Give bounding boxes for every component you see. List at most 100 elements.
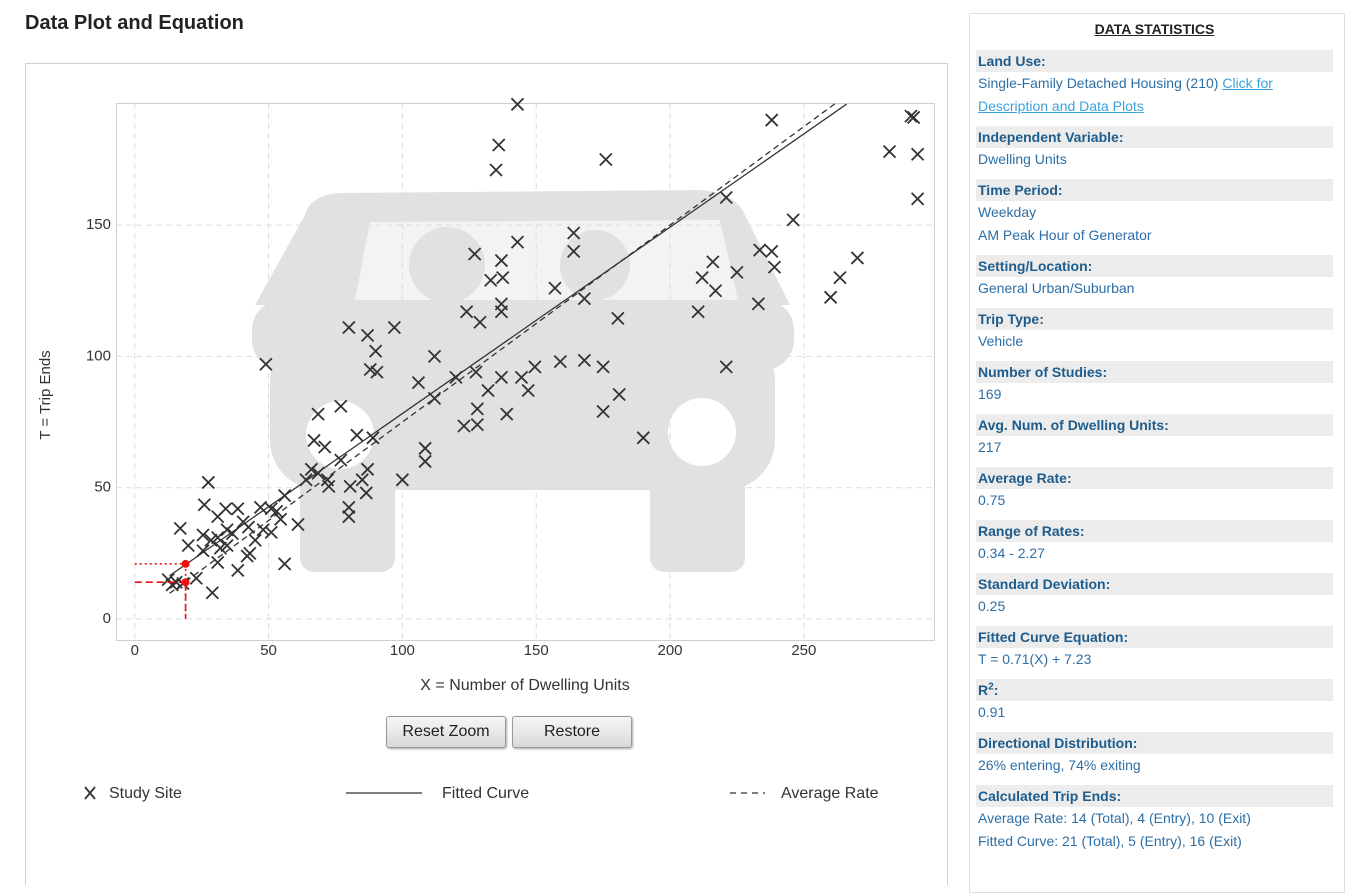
statistic-value: 0.91 — [976, 701, 1333, 724]
study-site-marker — [334, 399, 348, 413]
statistic-item: R2: 0.91 — [976, 679, 1333, 724]
label-text: Average Rate: — [978, 470, 1072, 486]
study-site-marker — [248, 533, 262, 547]
study-site-marker — [708, 284, 723, 298]
statistic-item: Directional Distribution: 26% entering, 7… — [976, 732, 1333, 777]
y-tick-label: 50 — [94, 479, 111, 496]
statistic-item: Trip Type: Vehicle — [976, 308, 1333, 353]
value-text: 0.34 - 2.27 — [978, 545, 1045, 561]
study-site-marker — [253, 500, 268, 515]
statistic-label: Fitted Curve Equation: — [976, 626, 1333, 648]
study-site-marker — [910, 147, 925, 161]
study-site-marker — [197, 498, 211, 512]
value-text: 169 — [978, 386, 1002, 402]
study-site-marker — [368, 344, 383, 358]
trend-line — [169, 103, 848, 577]
study-site-marker — [469, 365, 483, 379]
value-text: T = 0.71(X) + 7.23 — [978, 651, 1092, 667]
statistic-label: Time Period: — [976, 179, 1333, 201]
statistics-panel: DATA STATISTICS Land Use: Single-Family D… — [969, 13, 1345, 893]
study-site-marker — [322, 479, 336, 494]
study-site-marker — [548, 281, 562, 295]
study-site-marker — [259, 357, 273, 371]
label-text: Time Period: — [978, 182, 1063, 198]
study-site-marker — [906, 110, 921, 125]
statistic-label: R2: — [976, 679, 1333, 701]
study-site-marker — [577, 353, 592, 367]
study-site-marker — [473, 315, 487, 329]
x-tick-label: 150 — [524, 642, 549, 659]
study-site-marker — [181, 538, 195, 553]
label-text: Trip Type: — [978, 311, 1044, 327]
study-site-marker — [240, 549, 254, 563]
study-site-marker — [596, 360, 610, 374]
label-text: Directional Distribution: — [978, 735, 1138, 751]
label-text: Standard Deviation: — [978, 576, 1111, 592]
statistic-value: Weekday — [976, 201, 1333, 224]
study-site-marker — [567, 244, 581, 259]
statistic-item: Fitted Curve Equation: T = 0.71(X) + 7.23 — [976, 626, 1333, 671]
study-site-marker — [470, 418, 484, 432]
study-site-marker — [528, 360, 542, 374]
study-site-marker — [311, 407, 325, 421]
value-text: Weekday — [978, 204, 1037, 220]
study-site-marker — [553, 355, 567, 369]
label-text: Avg. Num. of Dwelling Units: — [978, 417, 1169, 433]
study-site-marker — [596, 404, 610, 419]
study-site-marker — [751, 297, 765, 311]
study-site-marker — [481, 383, 495, 398]
study-site-marker — [291, 517, 305, 532]
legend-label: Fitted Curve — [442, 785, 529, 802]
label-text: Calculated Trip Ends: — [978, 788, 1122, 804]
label-text: R — [978, 682, 989, 698]
study-site-marker — [220, 523, 234, 537]
y-tick-label: 0 — [103, 610, 111, 627]
statistic-label: Calculated Trip Ends: — [976, 785, 1333, 807]
study-site-marker — [342, 509, 356, 524]
statistic-label: Independent Variable: — [976, 126, 1333, 148]
study-site-marker — [418, 454, 432, 469]
study-site-marker — [468, 247, 482, 261]
label-suffix: : — [993, 682, 999, 698]
calculated-point — [181, 578, 190, 587]
study-site-marker — [366, 431, 380, 445]
study-site-marker — [256, 523, 270, 537]
statistics-list: Land Use: Single-Family Detached Housing … — [976, 50, 1333, 853]
value-text: 0.75 — [978, 492, 1006, 508]
statistic-label: Land Use: — [976, 50, 1333, 72]
study-site-marker — [753, 243, 767, 257]
study-site-marker — [882, 144, 897, 159]
study-site-marker — [496, 270, 510, 285]
x-axis-label: X = Number of Dwelling Units — [420, 677, 629, 694]
statistic-value: 0.34 - 2.27 — [976, 542, 1333, 565]
label-text: Independent Variable: — [978, 129, 1124, 145]
study-site-marker — [418, 441, 432, 455]
y-axis-label: T = Trip Ends — [37, 350, 54, 439]
study-site-marker — [165, 578, 179, 592]
study-site-marker — [173, 521, 187, 536]
study-site-marker — [719, 190, 733, 205]
statistic-label: Number of Studies: — [976, 361, 1333, 383]
study-site-marker — [786, 213, 800, 227]
study-site-marker — [205, 586, 219, 600]
study-site-marker — [500, 407, 514, 421]
statistic-value: Dwelling Units — [976, 148, 1333, 171]
study-site-marker — [395, 473, 410, 487]
value-text: Fitted Curve: 21 (Total), 5 (Entry), 16 … — [978, 833, 1242, 849]
study-site-marker — [510, 235, 525, 249]
description-link[interactable]: Click for Description and Data Plots — [978, 75, 1273, 114]
statistic-item: Independent Variable: Dwelling Units — [976, 126, 1333, 171]
statistics-title: DATA STATISTICS — [1094, 21, 1215, 37]
statistic-item: Average Rate: 0.75 — [976, 467, 1333, 512]
statistic-value: T = 0.71(X) + 7.23 — [976, 648, 1333, 671]
study-site-marker — [470, 402, 484, 416]
study-site-marker — [494, 253, 509, 268]
value-text: Vehicle — [978, 333, 1024, 349]
study-site-marker — [833, 270, 847, 285]
label-superscript: 2 — [988, 681, 994, 693]
reset-zoom-button[interactable]: Reset Zoom — [386, 716, 506, 748]
y-tick-label: 100 — [86, 347, 111, 364]
value-text: General Urban/Suburban — [978, 280, 1135, 296]
statistic-value: 217 — [976, 436, 1333, 459]
restore-button[interactable]: Restore — [512, 716, 632, 748]
